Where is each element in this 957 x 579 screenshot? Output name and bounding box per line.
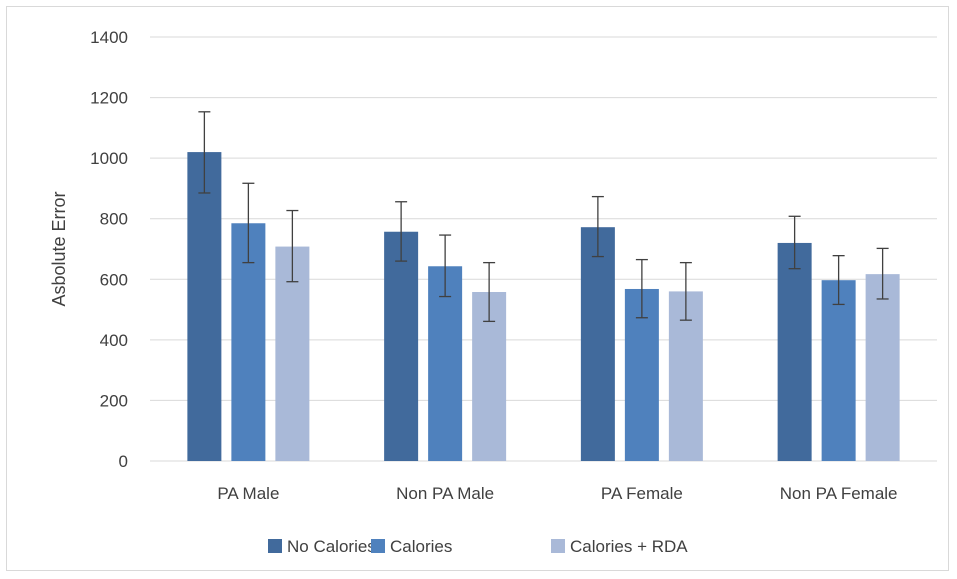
legend-item: Calories + RDA	[551, 537, 688, 556]
y-tick-label: 0	[119, 452, 128, 471]
bar	[428, 266, 463, 461]
y-tick-label: 800	[100, 210, 128, 229]
bar	[580, 227, 615, 461]
x-tick-label: Non PA Male	[396, 484, 494, 503]
legend-label: No Calories	[287, 537, 376, 556]
legend-swatch	[371, 539, 385, 553]
y-tick-label: 400	[100, 331, 128, 350]
legend: No Calories Calories Calories + RDA	[268, 537, 688, 556]
y-tick-label: 1000	[90, 149, 128, 168]
y-tick-label: 1200	[90, 89, 128, 108]
y-tick-label: 1400	[90, 28, 128, 47]
x-tick-label: Non PA Female	[780, 484, 898, 503]
error-bars	[198, 111, 889, 323]
legend-label: Calories + RDA	[570, 537, 688, 556]
bar	[384, 231, 419, 461]
legend-item: No Calories	[268, 537, 376, 556]
bars	[187, 152, 900, 462]
gridlines	[150, 36, 937, 462]
y-tick-labels: 0 200 400 600 800 1000 1200 1400	[90, 28, 128, 471]
legend-swatch	[268, 539, 282, 553]
x-tick-label: PA Male	[217, 484, 279, 503]
bar	[187, 152, 222, 462]
x-tick-label: PA Female	[601, 484, 683, 503]
y-tick-label: 600	[100, 270, 128, 289]
y-axis-title: Asbolute Error	[49, 191, 69, 306]
bar	[777, 242, 812, 461]
legend-item: Calories	[371, 537, 452, 556]
chart-frame	[6, 6, 949, 571]
bar	[821, 280, 856, 461]
bar	[865, 274, 900, 461]
y-tick-label: 200	[100, 391, 128, 410]
legend-swatch	[551, 539, 565, 553]
x-tick-labels: PA Male Non PA Male PA Female Non PA Female	[217, 484, 897, 503]
legend-label: Calories	[390, 537, 452, 556]
